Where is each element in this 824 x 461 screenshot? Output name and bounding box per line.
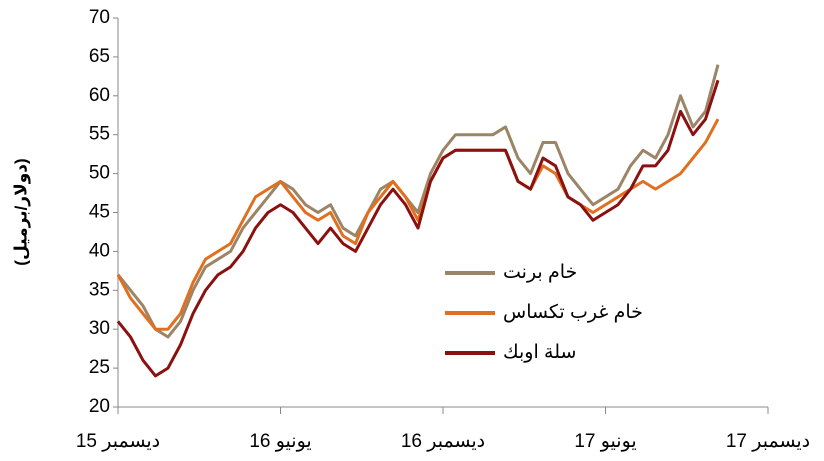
legend-label: خام برنت — [503, 262, 577, 283]
x-tick-label: يونيو 17 — [574, 431, 636, 452]
x-tick-label: ديسمبر 15 — [76, 431, 160, 452]
legend-label: خام غرب تكساس — [503, 302, 643, 323]
series-line — [116, 64, 720, 339]
y-tick-label: 45 — [89, 202, 110, 223]
series-line — [116, 79, 720, 378]
y-tick-label: 35 — [89, 279, 110, 300]
y-tick-label: 70 — [89, 7, 110, 28]
x-tick-label: يونيو 16 — [249, 431, 311, 452]
y-tick-label: 55 — [89, 124, 110, 145]
y-tick-label: 20 — [89, 396, 110, 417]
y-tick-label: 30 — [89, 318, 110, 339]
series-line — [116, 118, 720, 331]
legend-label: سلة اوبك — [503, 342, 576, 363]
x-tick-label: ديسمبر 17 — [726, 431, 810, 452]
y-axis-label: (دولار/برميل) — [11, 158, 31, 265]
y-tick-label: 50 — [89, 163, 110, 184]
y-tick-label: 25 — [89, 357, 110, 378]
x-tick-label: ديسمبر 16 — [401, 431, 485, 452]
y-tick-label: 40 — [89, 240, 110, 261]
y-tick-label: 65 — [89, 46, 110, 67]
y-tick-label: 60 — [89, 85, 110, 106]
